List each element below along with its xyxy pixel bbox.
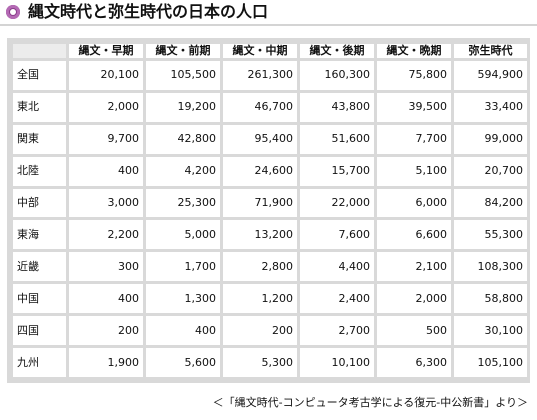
- population-table: 縄文・早期 縄文・前期 縄文・中期 縄文・後期 縄文・晩期 弥生時代 全国 20,…: [10, 41, 530, 380]
- population-cell: 594,900: [454, 61, 527, 90]
- region-cell: 北陸: [13, 156, 66, 186]
- population-cell: 500: [377, 316, 451, 346]
- population-cell: 4,200: [146, 156, 220, 186]
- region-cell: 近畿: [13, 252, 66, 282]
- column-header: 縄文・前期: [146, 44, 220, 58]
- population-cell: 160,300: [300, 61, 374, 90]
- bullet-icon: [6, 5, 20, 19]
- region-cell: 四国: [13, 316, 66, 346]
- population-cell: 1,700: [146, 252, 220, 282]
- population-cell: 2,400: [300, 284, 374, 314]
- population-cell: 9,700: [69, 124, 143, 154]
- population-cell: 6,600: [377, 220, 451, 250]
- page-title: 縄文時代と弥生時代の日本の人口: [28, 2, 269, 21]
- population-cell: 6,300: [377, 348, 451, 377]
- population-cell: 51,600: [300, 124, 374, 154]
- table-body: 全国 20,100 105,500 261,300 160,300 75,800 594,9…: [13, 61, 527, 377]
- population-cell: 1,900: [69, 348, 143, 377]
- population-cell: 43,800: [300, 92, 374, 122]
- population-cell: 300: [69, 252, 143, 282]
- table-row: 関東 9,700 42,800 95,400 51,600 7,700 99,000: [13, 124, 527, 154]
- population-cell: 2,800: [223, 252, 297, 282]
- population-cell: 2,700: [300, 316, 374, 346]
- region-cell: 全国: [13, 61, 66, 90]
- population-cell: 13,200: [223, 220, 297, 250]
- table-row: 東北 2,000 19,200 46,700 43,800 39,500 33,400: [13, 92, 527, 122]
- population-cell: 15,700: [300, 156, 374, 186]
- population-cell: 7,700: [377, 124, 451, 154]
- column-header: 縄文・中期: [223, 44, 297, 58]
- population-cell: 20,700: [454, 156, 527, 186]
- table-row: 九州 1,900 5,600 5,300 10,100 6,300 105,100: [13, 348, 527, 377]
- population-cell: 5,100: [377, 156, 451, 186]
- corner-cell: [13, 44, 66, 58]
- population-cell: 5,600: [146, 348, 220, 377]
- table-row: 中部 3,000 25,300 71,900 22,000 6,000 84,200: [13, 188, 527, 218]
- region-cell: 関東: [13, 124, 66, 154]
- region-cell: 中部: [13, 188, 66, 218]
- population-cell: 5,000: [146, 220, 220, 250]
- region-cell: 九州: [13, 348, 66, 377]
- region-cell: 東海: [13, 220, 66, 250]
- population-cell: 22,000: [300, 188, 374, 218]
- population-cell: 2,100: [377, 252, 451, 282]
- population-cell: 39,500: [377, 92, 451, 122]
- population-cell: 24,600: [223, 156, 297, 186]
- region-cell: 東北: [13, 92, 66, 122]
- population-cell: 105,500: [146, 61, 220, 90]
- population-cell: 25,300: [146, 188, 220, 218]
- population-cell: 2,000: [69, 92, 143, 122]
- population-cell: 20,100: [69, 61, 143, 90]
- table-row: 四国 200 400 200 2,700 500 30,100: [13, 316, 527, 346]
- table-row: 東海 2,200 5,000 13,200 7,600 6,600 55,300: [13, 220, 527, 250]
- population-cell: 5,300: [223, 348, 297, 377]
- population-cell: 261,300: [223, 61, 297, 90]
- population-cell: 400: [69, 156, 143, 186]
- source-citation: ＜「縄文時代-コンピュータ考古学による復元-中公新書」より＞: [212, 396, 528, 409]
- table-row: 北陸 400 4,200 24,600 15,700 5,100 20,700: [13, 156, 527, 186]
- population-cell: 105,100: [454, 348, 527, 377]
- population-cell: 84,200: [454, 188, 527, 218]
- population-cell: 1,300: [146, 284, 220, 314]
- table-row: 近畿 300 1,700 2,800 4,400 2,100 108,300: [13, 252, 527, 282]
- column-header: 縄文・晩期: [377, 44, 451, 58]
- population-cell: 4,400: [300, 252, 374, 282]
- table-row: 中国 400 1,300 1,200 2,400 2,000 58,800: [13, 284, 527, 314]
- population-cell: 400: [69, 284, 143, 314]
- population-cell: 33,400: [454, 92, 527, 122]
- table-row: 全国 20,100 105,500 261,300 160,300 75,800 594,9…: [13, 61, 527, 90]
- column-header: 縄文・早期: [69, 44, 143, 58]
- population-cell: 108,300: [454, 252, 527, 282]
- column-header: 弥生時代: [454, 44, 527, 58]
- population-cell: 6,000: [377, 188, 451, 218]
- population-cell: 7,600: [300, 220, 374, 250]
- population-cell: 95,400: [223, 124, 297, 154]
- population-cell: 46,700: [223, 92, 297, 122]
- population-cell: 75,800: [377, 61, 451, 90]
- population-cell: 19,200: [146, 92, 220, 122]
- region-cell: 中国: [13, 284, 66, 314]
- population-cell: 58,800: [454, 284, 527, 314]
- population-cell: 10,100: [300, 348, 374, 377]
- population-cell: 42,800: [146, 124, 220, 154]
- population-cell: 2,000: [377, 284, 451, 314]
- population-cell: 55,300: [454, 220, 527, 250]
- population-cell: 3,000: [69, 188, 143, 218]
- population-table-container: 縄文・早期 縄文・前期 縄文・中期 縄文・後期 縄文・晩期 弥生時代 全国 20,…: [7, 38, 530, 383]
- population-cell: 1,200: [223, 284, 297, 314]
- population-cell: 2,200: [69, 220, 143, 250]
- population-cell: 400: [146, 316, 220, 346]
- population-cell: 200: [223, 316, 297, 346]
- column-header: 縄文・後期: [300, 44, 374, 58]
- title-bar: 縄文時代と弥生時代の日本の人口: [0, 0, 537, 26]
- population-cell: 200: [69, 316, 143, 346]
- header-row: 縄文・早期 縄文・前期 縄文・中期 縄文・後期 縄文・晩期 弥生時代: [13, 44, 527, 58]
- population-cell: 71,900: [223, 188, 297, 218]
- population-cell: 99,000: [454, 124, 527, 154]
- population-cell: 30,100: [454, 316, 527, 346]
